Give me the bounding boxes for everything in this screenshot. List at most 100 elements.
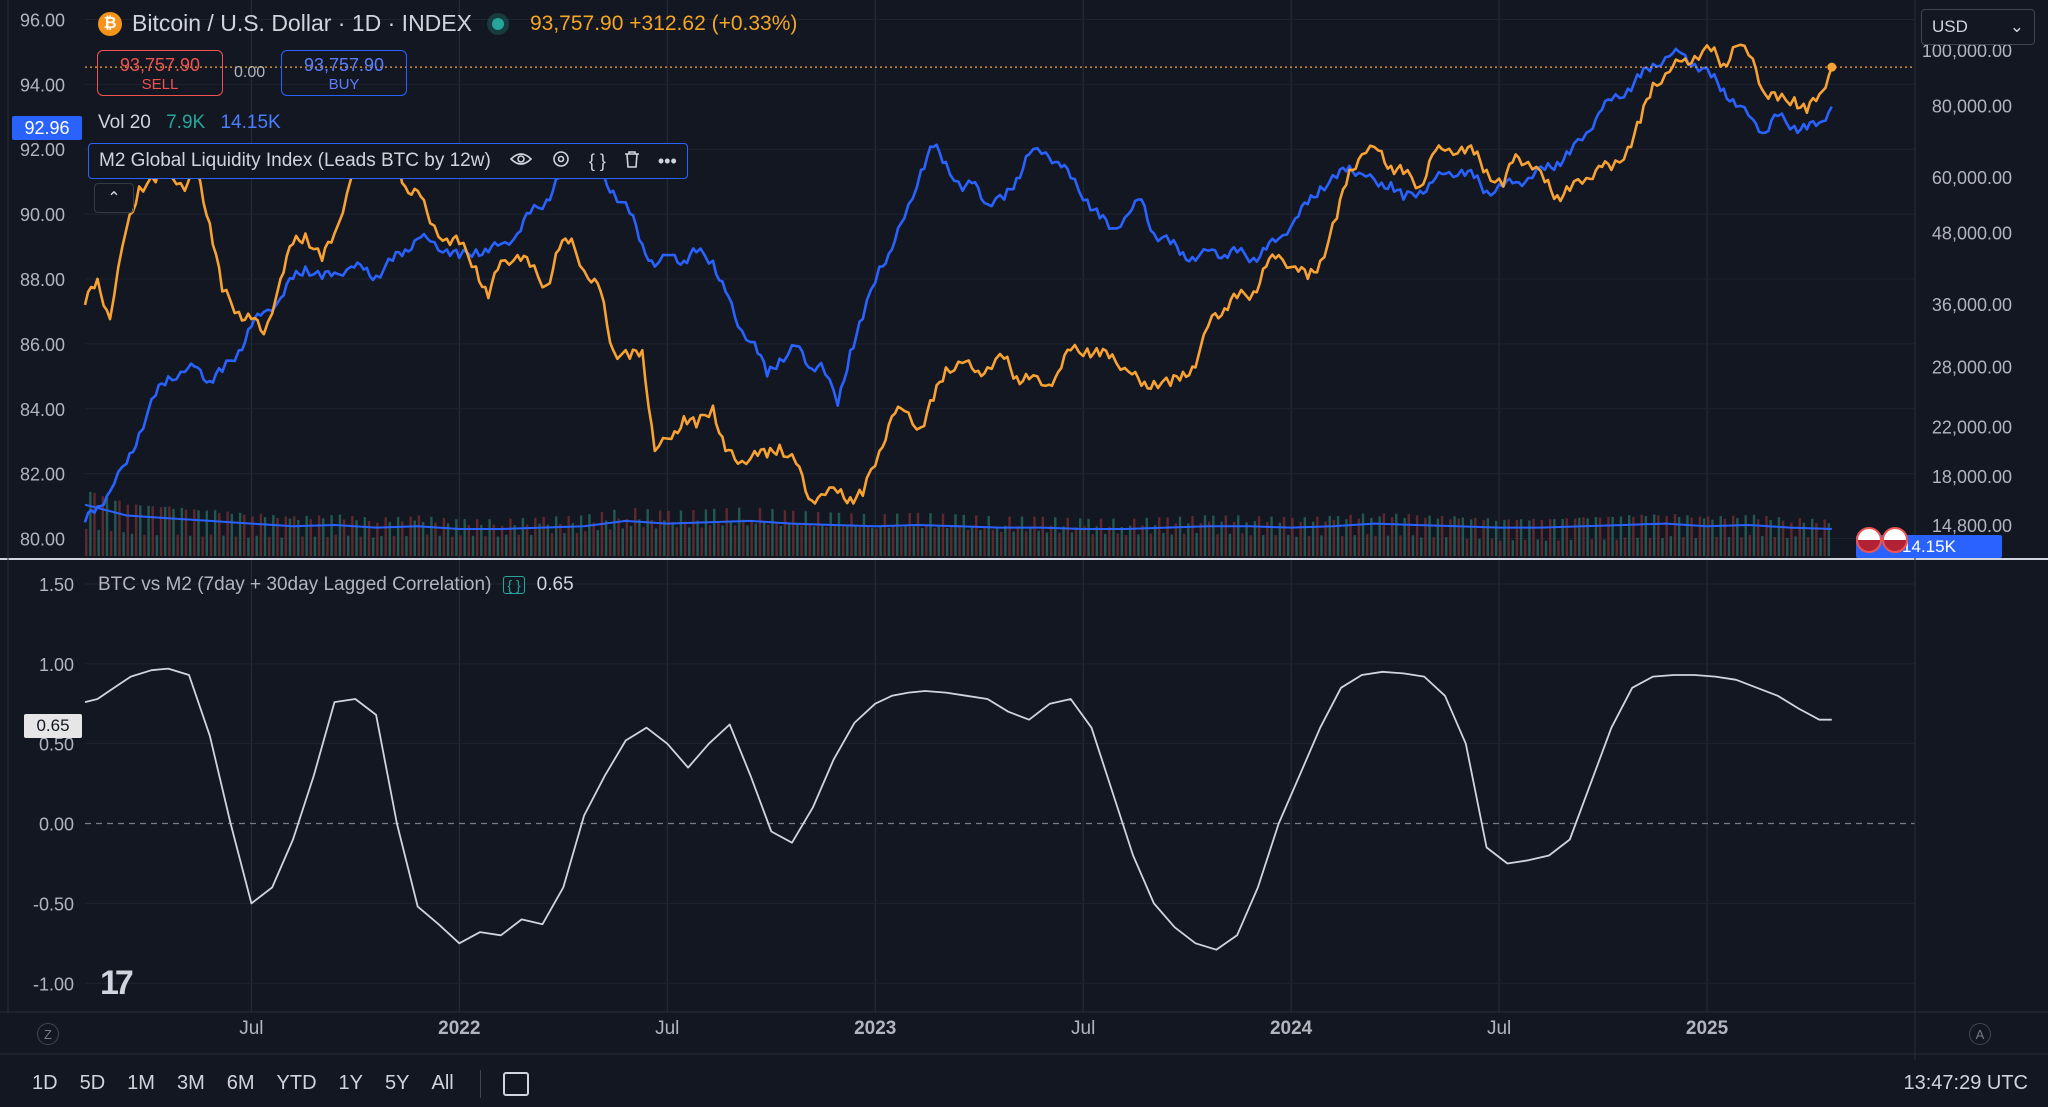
volume-bar bbox=[796, 524, 799, 556]
x-tick-label: 2023 bbox=[854, 1018, 896, 1039]
volume-bar bbox=[737, 507, 741, 556]
volume-bar bbox=[1769, 519, 1772, 556]
eye-icon[interactable] bbox=[509, 151, 533, 172]
volume-bar bbox=[288, 518, 292, 556]
volume-bar bbox=[966, 530, 970, 556]
volume-bar bbox=[330, 515, 333, 556]
volume-bar bbox=[1781, 520, 1785, 556]
currency-select[interactable]: USD ⌄ bbox=[1921, 9, 2035, 45]
range-3m-button[interactable]: 3M bbox=[176, 1072, 205, 1094]
volume-bar bbox=[987, 515, 990, 556]
more-options-icon[interactable]: ••• bbox=[657, 150, 677, 171]
volume-bar bbox=[1798, 518, 1801, 556]
right-tick-label: 60,000.00 bbox=[1932, 168, 2012, 188]
volume-bar bbox=[941, 513, 945, 556]
volume-bar bbox=[792, 510, 795, 556]
range-all-button[interactable]: All bbox=[431, 1072, 454, 1094]
m2-indicator-legend[interactable]: M2 Global Liquidity Index (Leads BTC by … bbox=[88, 143, 688, 179]
volume-bar bbox=[1515, 520, 1519, 556]
volume-bar bbox=[912, 526, 916, 556]
symbol-header[interactable]: ₿ Bitcoin / U.S. Dollar · 1D · INDEX 93,… bbox=[98, 10, 797, 37]
volume-bar bbox=[276, 517, 279, 556]
range-6m-button[interactable]: 6M bbox=[226, 1072, 255, 1094]
x-tick-label: Jul bbox=[1487, 1018, 1511, 1039]
range-5y-button[interactable]: 5Y bbox=[385, 1072, 410, 1094]
volume-bar bbox=[1345, 519, 1348, 556]
volume-bar bbox=[1811, 518, 1814, 556]
volume-bar bbox=[222, 535, 225, 556]
volume-bar bbox=[500, 525, 504, 556]
volume-bar bbox=[579, 515, 583, 556]
volume-bar bbox=[513, 525, 516, 556]
symbol-title[interactable]: Bitcoin / U.S. Dollar · 1D · INDEX bbox=[132, 10, 472, 36]
corr-tick-label: 0.00 bbox=[39, 815, 74, 835]
volume-bar bbox=[742, 519, 745, 556]
sell-button[interactable]: 93,757.90 SELL bbox=[97, 50, 223, 96]
range-5d-button[interactable]: 5D bbox=[79, 1072, 106, 1094]
settings-gear-icon[interactable] bbox=[551, 149, 571, 174]
volume-bar bbox=[609, 529, 612, 556]
volume-bar bbox=[1124, 535, 1128, 556]
volume-bar bbox=[1673, 513, 1677, 556]
volume-bar bbox=[538, 523, 541, 556]
left-tick-label: 96.00 bbox=[20, 10, 65, 30]
correlation-legend[interactable]: BTC vs M2 (7day + 30day Lagged Correlati… bbox=[98, 574, 574, 596]
volume-bar bbox=[1644, 516, 1648, 556]
collapse-legend-button[interactable]: ⌃ bbox=[94, 183, 134, 213]
volume-bar bbox=[1794, 536, 1797, 556]
volume-bar bbox=[1553, 519, 1556, 556]
sell-label: SELL bbox=[141, 76, 179, 93]
volume-bar bbox=[1806, 537, 1810, 556]
volume-bar bbox=[871, 527, 874, 556]
volume-value-1: 7.9K bbox=[166, 112, 206, 133]
volume-bar bbox=[862, 513, 866, 556]
sell-price: 93,757.90 bbox=[119, 55, 201, 75]
volume-bar bbox=[371, 537, 375, 556]
volume-bar bbox=[1711, 519, 1714, 556]
volume-bar bbox=[1424, 517, 1427, 556]
volume-bar bbox=[979, 529, 982, 556]
volume-bar bbox=[1166, 517, 1169, 556]
volume-bar bbox=[1732, 515, 1735, 556]
volume-bar bbox=[671, 522, 674, 556]
volume-bar bbox=[1199, 523, 1203, 556]
source-code-icon[interactable]: { } bbox=[503, 576, 525, 594]
volume-bar bbox=[754, 523, 758, 556]
us-flag-icon[interactable] bbox=[1856, 527, 1882, 553]
volume-bar bbox=[463, 519, 466, 556]
toolbar-divider bbox=[479, 1069, 481, 1098]
range-1m-button[interactable]: 1M bbox=[127, 1072, 155, 1094]
volume-bars bbox=[84, 491, 1832, 556]
auto-scale-button[interactable]: A bbox=[1969, 1023, 1991, 1045]
source-code-icon[interactable]: { } bbox=[588, 150, 606, 171]
calendar-icon[interactable] bbox=[502, 1071, 529, 1096]
volume-bar bbox=[1112, 518, 1115, 556]
buy-button[interactable]: 93,757.90 BUY bbox=[281, 50, 407, 96]
range-1y-button[interactable]: 1Y bbox=[338, 1072, 364, 1094]
volume-bar bbox=[1149, 533, 1153, 556]
volume-bar bbox=[405, 536, 408, 556]
range-1d-button[interactable]: 1D bbox=[32, 1072, 58, 1094]
volume-bar bbox=[93, 492, 96, 556]
volume-bar bbox=[1128, 525, 1132, 556]
right-tick-label: 22,000.00 bbox=[1932, 417, 2012, 437]
correlation-value-tag: 0.65 bbox=[24, 714, 82, 738]
volume-bar bbox=[1232, 522, 1236, 556]
volume-bar bbox=[1303, 517, 1307, 556]
volume-bar bbox=[172, 508, 175, 556]
volume-bar bbox=[800, 525, 803, 556]
volume-bar bbox=[584, 531, 587, 556]
left-tick-label: 88.00 bbox=[20, 270, 65, 290]
range-ytd-button[interactable]: YTD bbox=[276, 1072, 317, 1094]
volume-bar bbox=[1636, 537, 1639, 556]
right-tick-label: 100,000.00 bbox=[1922, 41, 2012, 61]
volume-legend[interactable]: Vol 20 7.9K 14.15K bbox=[98, 112, 281, 134]
volume-bar bbox=[530, 534, 533, 556]
trash-icon[interactable] bbox=[624, 150, 640, 173]
volume-bar bbox=[421, 521, 425, 556]
left-tick-label: 90.00 bbox=[20, 205, 65, 225]
volume-bar bbox=[1237, 515, 1240, 556]
us-flag-icon[interactable] bbox=[1882, 527, 1908, 553]
timezone-button[interactable]: Z bbox=[37, 1023, 59, 1045]
